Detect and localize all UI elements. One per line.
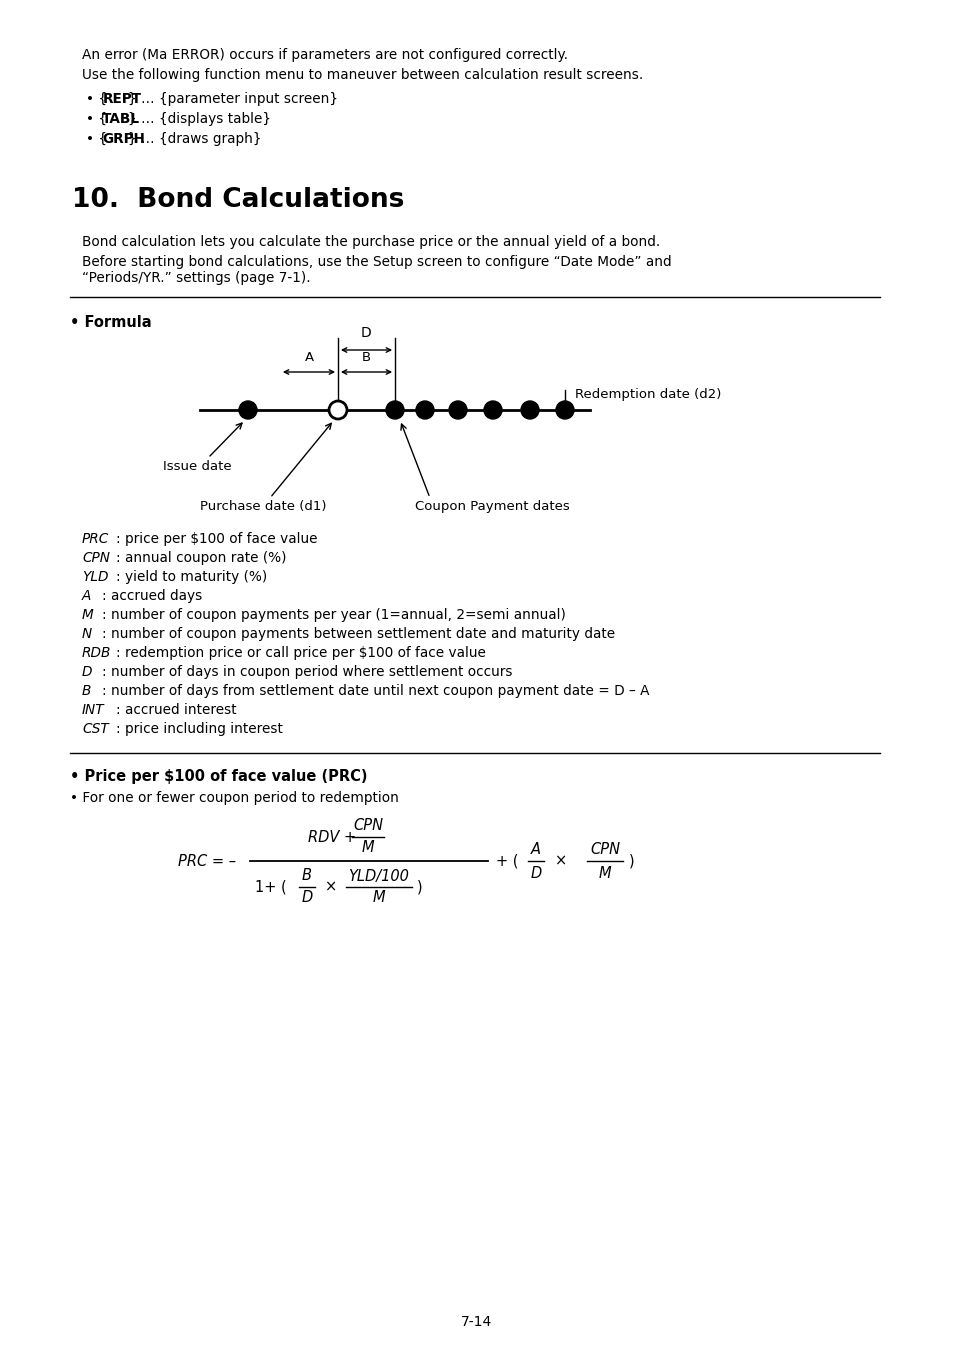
Text: Coupon Payment dates: Coupon Payment dates xyxy=(415,500,569,513)
Text: ): ) xyxy=(416,879,422,895)
Text: YLD/100: YLD/100 xyxy=(348,868,409,883)
Text: D: D xyxy=(530,865,541,880)
Text: CST: CST xyxy=(82,722,109,736)
Text: 1+ (: 1+ ( xyxy=(254,879,287,895)
Text: } … {displays table}: } … {displays table} xyxy=(129,112,271,126)
Text: GRPH: GRPH xyxy=(102,132,145,146)
Text: PRC = –: PRC = – xyxy=(178,853,236,868)
Text: + (: + ( xyxy=(496,853,518,868)
Text: CPN: CPN xyxy=(589,841,619,856)
Text: M: M xyxy=(361,841,374,856)
Circle shape xyxy=(556,401,574,418)
Text: : number of coupon payments between settlement date and maturity date: : number of coupon payments between sett… xyxy=(102,626,615,641)
Text: : price per $100 of face value: : price per $100 of face value xyxy=(116,532,317,545)
Text: Redemption date (d2): Redemption date (d2) xyxy=(575,387,720,401)
Text: ×: × xyxy=(325,879,336,895)
Text: D: D xyxy=(82,666,92,679)
Text: PRC: PRC xyxy=(82,532,110,545)
Text: Use the following function menu to maneuver between calculation result screens.: Use the following function menu to maneu… xyxy=(82,68,642,82)
Text: B: B xyxy=(361,351,371,364)
Text: • {: • { xyxy=(86,112,107,126)
Text: RDV +: RDV + xyxy=(308,829,355,845)
Text: INT: INT xyxy=(82,703,105,717)
Text: • Formula: • Formula xyxy=(70,315,152,329)
Circle shape xyxy=(239,401,256,418)
Text: • Price per $100 of face value (PRC): • Price per $100 of face value (PRC) xyxy=(70,769,367,784)
Circle shape xyxy=(449,401,467,418)
Text: “Periods/YR.” settings (page 7-1).: “Periods/YR.” settings (page 7-1). xyxy=(82,271,311,285)
Text: REPT: REPT xyxy=(102,92,141,107)
Text: : number of days in coupon period where settlement occurs: : number of days in coupon period where … xyxy=(102,666,512,679)
Text: A: A xyxy=(82,589,91,603)
Text: • For one or fewer coupon period to redemption: • For one or fewer coupon period to rede… xyxy=(70,791,398,805)
Circle shape xyxy=(386,401,403,418)
Circle shape xyxy=(520,401,538,418)
Text: An error (Ma ERROR) occurs if parameters are not configured correctly.: An error (Ma ERROR) occurs if parameters… xyxy=(82,49,567,62)
Text: • {: • { xyxy=(86,132,107,146)
Text: ×: × xyxy=(555,853,566,868)
Text: : redemption price or call price per $100 of face value: : redemption price or call price per $10… xyxy=(116,647,485,660)
Text: : accrued days: : accrued days xyxy=(102,589,202,603)
Text: } … {draws graph}: } … {draws graph} xyxy=(129,132,261,146)
Circle shape xyxy=(416,401,434,418)
Text: Bond calculation lets you calculate the purchase price or the annual yield of a : Bond calculation lets you calculate the … xyxy=(82,235,659,248)
Text: CPN: CPN xyxy=(353,818,383,833)
Circle shape xyxy=(329,401,347,418)
Text: B: B xyxy=(82,684,91,698)
Text: Issue date: Issue date xyxy=(163,460,232,472)
Text: • {: • { xyxy=(86,92,107,107)
Text: TABL: TABL xyxy=(102,112,140,126)
Text: YLD: YLD xyxy=(82,570,109,585)
Text: M: M xyxy=(373,891,385,906)
Text: 10.  Bond Calculations: 10. Bond Calculations xyxy=(71,188,404,213)
Text: : accrued interest: : accrued interest xyxy=(116,703,236,717)
Text: B: B xyxy=(302,868,312,883)
Text: N: N xyxy=(82,626,92,641)
Text: CPN: CPN xyxy=(82,551,110,566)
Text: M: M xyxy=(82,608,93,622)
Circle shape xyxy=(483,401,501,418)
Text: D: D xyxy=(301,891,313,906)
Text: : price including interest: : price including interest xyxy=(116,722,283,736)
Text: M: M xyxy=(598,865,611,880)
Text: A: A xyxy=(304,351,314,364)
Text: : number of days from settlement date until next coupon payment date = D – A: : number of days from settlement date un… xyxy=(102,684,649,698)
Text: RDB: RDB xyxy=(82,647,112,660)
Text: ): ) xyxy=(628,853,634,868)
Text: D: D xyxy=(361,325,372,340)
Text: : number of coupon payments per year (1=annual, 2=semi annual): : number of coupon payments per year (1=… xyxy=(102,608,565,622)
Text: Purchase date (d1): Purchase date (d1) xyxy=(200,500,326,513)
Text: A: A xyxy=(531,841,540,856)
Text: } … {parameter input screen}: } … {parameter input screen} xyxy=(129,92,338,107)
Text: Before starting bond calculations, use the Setup screen to configure “Date Mode”: Before starting bond calculations, use t… xyxy=(82,255,671,269)
Text: 7-14: 7-14 xyxy=(461,1315,492,1328)
Text: : yield to maturity (%): : yield to maturity (%) xyxy=(116,570,267,585)
Text: : annual coupon rate (%): : annual coupon rate (%) xyxy=(116,551,286,566)
